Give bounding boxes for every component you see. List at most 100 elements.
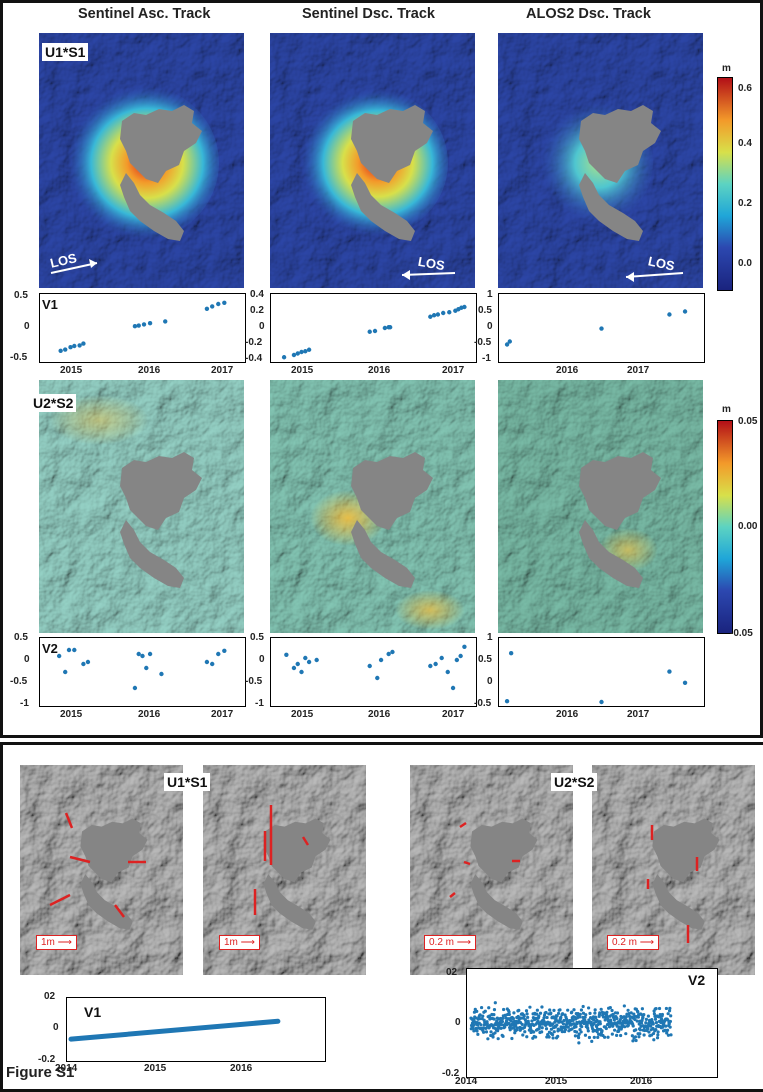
colorbar-top-tick: 0.4 xyxy=(738,138,752,149)
data-point xyxy=(475,1029,479,1033)
data-point xyxy=(474,1026,478,1031)
data-point xyxy=(63,347,68,352)
data-point xyxy=(540,1005,544,1009)
data-point xyxy=(447,310,452,315)
y-tick: -0.2 xyxy=(442,1068,460,1079)
data-point xyxy=(63,669,68,675)
data-point xyxy=(559,1015,563,1019)
x-tick: 2017 xyxy=(211,365,234,376)
column-title-alos2-dsc: ALOS2 Dsc. Track xyxy=(526,6,651,22)
data-point xyxy=(581,1004,585,1009)
data-point xyxy=(593,1008,597,1012)
data-point xyxy=(636,1015,640,1019)
y-tick: 0 xyxy=(53,1022,59,1033)
x-tick: 2014 xyxy=(455,1076,478,1087)
data-point xyxy=(633,1017,637,1022)
y-tick: 0.5 xyxy=(478,305,492,316)
data-point xyxy=(72,343,77,349)
data-point xyxy=(524,1009,529,1013)
y-tick: -0.5 xyxy=(10,352,28,363)
data-point xyxy=(644,1017,648,1022)
y-tick: 02 xyxy=(44,991,56,1002)
data-point xyxy=(624,1015,628,1019)
data-point xyxy=(299,349,304,355)
scale-bar-02m-b: 0.2 m ⟶ xyxy=(607,935,660,950)
panel-label-u2s2: U2*S2 xyxy=(30,394,77,412)
data-point xyxy=(367,663,372,669)
data-point xyxy=(615,1011,620,1015)
column-title-sentinel-dsc: Sentinel Dsc. Track xyxy=(302,6,435,22)
data-point xyxy=(501,1034,505,1038)
y-tick: -0.5 xyxy=(474,698,492,709)
data-point xyxy=(592,1018,596,1022)
data-point xyxy=(512,1011,516,1015)
data-point xyxy=(581,1015,585,1019)
data-point xyxy=(472,1023,476,1027)
x-tick: 2017 xyxy=(627,365,650,376)
data-point xyxy=(654,1006,658,1011)
v2-plot-alos2-dsc xyxy=(498,637,705,707)
x-tick: 2016 xyxy=(230,1063,253,1074)
data-point xyxy=(204,306,210,311)
data-point xyxy=(496,1037,500,1041)
data-point xyxy=(669,1033,673,1037)
data-point xyxy=(68,345,73,350)
data-point xyxy=(638,1032,642,1036)
data-point xyxy=(600,1029,604,1033)
data-point xyxy=(537,1014,541,1018)
data-point xyxy=(634,1028,638,1032)
data-point xyxy=(510,1036,514,1041)
y-tick: 0 xyxy=(487,321,493,332)
data-point xyxy=(509,1019,513,1023)
x-tick: 2015 xyxy=(144,1063,167,1074)
data-point xyxy=(610,1032,614,1036)
data-point xyxy=(478,1017,482,1021)
data-point xyxy=(487,1014,492,1018)
data-point xyxy=(558,1008,562,1012)
y-tick: 02 xyxy=(446,967,458,978)
data-point xyxy=(652,1012,656,1016)
data-point xyxy=(682,309,688,314)
data-point xyxy=(666,1012,670,1016)
data-point xyxy=(611,1012,615,1016)
data-point xyxy=(372,328,378,334)
v1-plot-alos2-dsc xyxy=(498,293,705,363)
data-point xyxy=(523,1030,527,1034)
data-point xyxy=(530,1019,534,1023)
data-point xyxy=(486,1037,490,1041)
data-point xyxy=(281,355,287,360)
data-point xyxy=(570,1010,574,1014)
x-tick: 2016 xyxy=(630,1076,653,1087)
data-point xyxy=(655,1036,660,1040)
data-point xyxy=(428,314,433,319)
map-u1s1-sentinel-asc xyxy=(39,33,244,288)
data-point xyxy=(615,1033,619,1037)
x-tick: 2017 xyxy=(442,709,465,720)
data-point xyxy=(481,1014,485,1018)
data-point xyxy=(136,323,141,328)
data-point xyxy=(577,1032,581,1036)
data-point xyxy=(72,647,77,653)
y-tick: 0.5 xyxy=(14,290,28,301)
data-point xyxy=(503,1025,507,1029)
data-point xyxy=(624,1032,628,1036)
data-point xyxy=(475,1009,479,1013)
y-tick: 0.5 xyxy=(250,632,264,643)
y-tick: -0.5 xyxy=(245,676,263,687)
data-point xyxy=(573,1034,578,1038)
data-point xyxy=(387,325,393,330)
data-point xyxy=(572,1008,576,1012)
column-title-sentinel-asc: Sentinel Asc. Track xyxy=(78,6,211,22)
data-point xyxy=(500,1023,504,1027)
y-tick: 0 xyxy=(259,654,265,665)
data-point xyxy=(593,1011,597,1015)
data-point xyxy=(502,1007,506,1012)
data-point xyxy=(306,347,312,352)
data-point xyxy=(491,1035,495,1039)
data-point xyxy=(295,351,300,356)
data-point xyxy=(639,1024,643,1028)
data-point xyxy=(589,1020,593,1024)
data-point xyxy=(159,671,164,677)
colorbar-top-unit: m xyxy=(722,63,731,74)
data-point xyxy=(489,1033,493,1038)
